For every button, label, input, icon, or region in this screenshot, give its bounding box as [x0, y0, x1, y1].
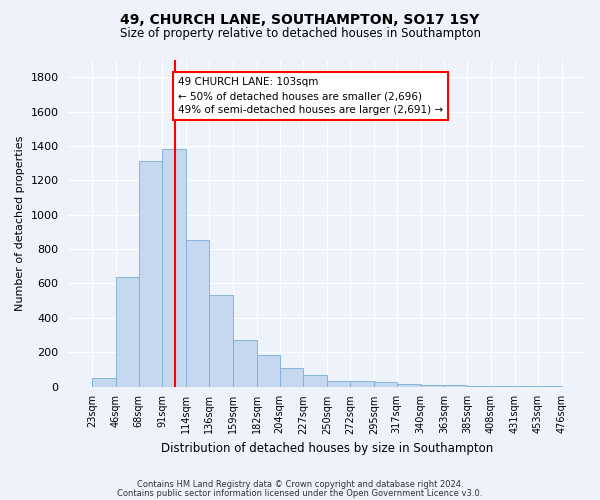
- Text: 49, CHURCH LANE, SOUTHAMPTON, SO17 1SY: 49, CHURCH LANE, SOUTHAMPTON, SO17 1SY: [121, 12, 479, 26]
- Bar: [233, 340, 257, 386]
- Bar: [445, 385, 467, 386]
- Bar: [257, 354, 280, 386]
- Text: Contains HM Land Registry data © Crown copyright and database right 2024.: Contains HM Land Registry data © Crown c…: [137, 480, 463, 489]
- Bar: [280, 368, 304, 386]
- Y-axis label: Number of detached properties: Number of detached properties: [15, 136, 25, 311]
- Text: Size of property relative to detached houses in Southampton: Size of property relative to detached ho…: [119, 28, 481, 40]
- Bar: [397, 384, 421, 386]
- Bar: [350, 380, 374, 386]
- Bar: [374, 382, 397, 386]
- X-axis label: Distribution of detached houses by size in Southampton: Distribution of detached houses by size …: [161, 442, 493, 455]
- Bar: [116, 276, 139, 386]
- Text: 49 CHURCH LANE: 103sqm
← 50% of detached houses are smaller (2,696)
49% of semi-: 49 CHURCH LANE: 103sqm ← 50% of detached…: [178, 77, 443, 115]
- Text: Contains public sector information licensed under the Open Government Licence v3: Contains public sector information licen…: [118, 488, 482, 498]
- Bar: [163, 150, 186, 386]
- Bar: [209, 296, 233, 386]
- Bar: [327, 380, 350, 386]
- Bar: [421, 385, 445, 386]
- Bar: [304, 376, 327, 386]
- Bar: [92, 378, 116, 386]
- Bar: [139, 162, 163, 386]
- Bar: [186, 240, 209, 386]
